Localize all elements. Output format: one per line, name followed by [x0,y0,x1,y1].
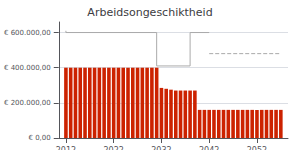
svg-text:2032: 2032 [151,146,171,150]
svg-text:€ 200.000,00: € 200.000,00 [4,99,51,107]
svg-text:€ 0,00: € 0,00 [28,134,50,142]
svg-text:2012: 2012 [56,146,76,150]
svg-text:2042: 2042 [199,146,219,150]
svg-text:€ 400.000,00: € 400.000,00 [4,64,51,72]
svg-text:€ 600.000,00: € 600.000,00 [4,29,51,37]
svg-text:Arbeidsongeschiktheid: Arbeidsongeschiktheid [87,6,212,19]
svg-text:2052: 2052 [247,146,267,150]
svg-text:2022: 2022 [104,146,124,150]
